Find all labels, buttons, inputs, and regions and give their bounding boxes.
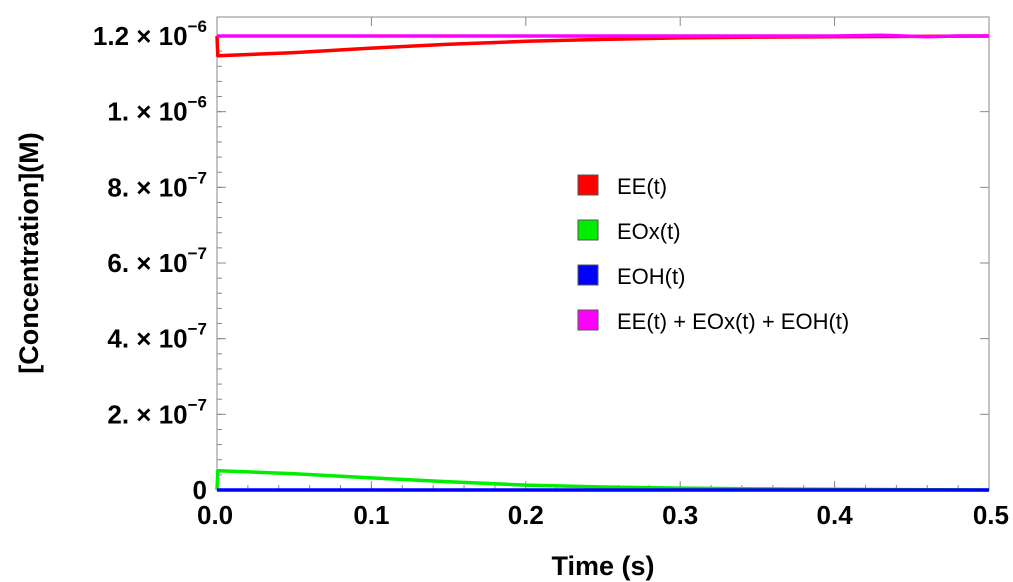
x-axis-title: Time (s) [551, 551, 654, 581]
y-tick-label-6: 1.2 × 10−6 [93, 17, 207, 51]
y-tick-label-0: 0 [193, 475, 207, 505]
series-line-0 [215, 34, 990, 58]
x-tick-label-4: 0.4 [817, 500, 854, 530]
x-tick-label-2: 0.2 [508, 500, 544, 530]
x-tick-label-3: 0.3 [662, 500, 698, 530]
y-axis-title: [Concentration](M) [14, 132, 44, 373]
x-axis-ticks: 0.0 0.1 0.2 0.3 0.4 0.5 [197, 17, 1009, 530]
x-tick-label-1: 0.1 [353, 500, 389, 530]
y-axis-ticks: 0 2. × 10−7 4. × 10−7 6. × 10−7 8. × 10−7 1. … [93, 17, 989, 505]
x-tick-label-0: 0.0 [197, 500, 233, 530]
y-tick-label-1: 2. × 10−7 [107, 395, 207, 429]
legend-label-1: EOx(t) [617, 219, 681, 244]
y-tick-label-2: 4. × 10−7 [107, 320, 207, 354]
y-tick-label-4: 8. × 10−7 [107, 168, 207, 202]
legend-swatch-2 [577, 264, 599, 286]
y-tick-label-5: 1. × 10−6 [107, 93, 207, 127]
legend-label-3: EE(t) + EOx(t) + EOH(t) [617, 309, 849, 334]
legend-swatch-0 [577, 174, 599, 196]
plot-frame [216, 16, 990, 491]
series-line-1 [215, 468, 990, 492]
x-tick-label-5: 0.5 [973, 500, 1009, 530]
legend-swatch-3 [577, 309, 599, 331]
series-layer [215, 33, 990, 492]
legend-label-0: EE(t) [617, 174, 667, 199]
series-line-3 [217, 33, 989, 39]
legend: EE(t) EOx(t) EOH(t) EE(t) + EOx(t) + EOH(t) [577, 174, 849, 334]
legend-label-2: EOH(t) [617, 264, 685, 289]
legend-swatch-1 [577, 219, 599, 241]
y-tick-label-3: 6. × 10−7 [107, 244, 207, 278]
